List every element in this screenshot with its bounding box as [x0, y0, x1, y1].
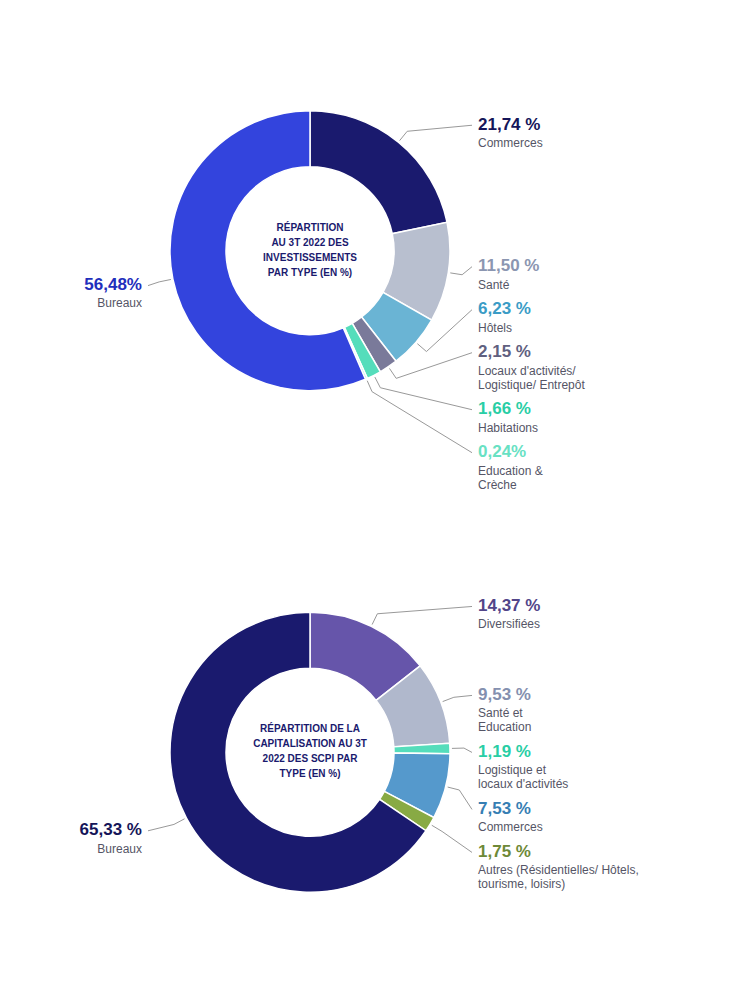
data-labels: 21,74 % Commerces 11,50 % Santé 6,23 % Hôtels…: [84, 114, 585, 491]
chart-title-line: AU 3T 2022 DES: [271, 237, 349, 248]
chart-title: RÉPARTITION AU 3T 2022 DES INVESTISSEMENTS…: [263, 221, 357, 278]
slice: [170, 612, 426, 892]
value-label: 1,19 %: [478, 742, 531, 761]
value-label: 6,23 %: [478, 299, 531, 318]
leader-line: [452, 748, 472, 752]
category-label-line: Habitations: [478, 421, 538, 435]
category-label-line: Education: [478, 720, 531, 734]
category-label-line: Bureaux: [97, 842, 142, 856]
leader-line: [400, 125, 472, 140]
slice: [394, 743, 450, 753]
category-label-line: Commerces: [478, 136, 543, 150]
slice: [376, 666, 450, 747]
value-label: 7,53 %: [478, 799, 531, 818]
category-label: Logistique etlocaux d'activités: [478, 763, 568, 791]
category-label: Hôtels: [478, 321, 512, 335]
value-label: 56,48%: [84, 275, 142, 294]
category-label: Commerces: [478, 136, 543, 150]
leader-line: [443, 695, 472, 701]
value-label: 14,37 %: [478, 596, 540, 615]
category-label-line: Autres (Résidentielles/ Hôtels,: [478, 863, 639, 877]
category-label-line: Santé et: [478, 706, 523, 720]
slice: [170, 111, 365, 391]
leader-line: [389, 353, 472, 379]
donut-chart: RÉPARTITION DE LA CAPITALISATION AU 3T 202…: [80, 596, 639, 893]
chart-title-line: CAPITALISATION AU 3T: [253, 738, 367, 749]
chart-title-line: 2022 DES SCPI PAR: [263, 753, 359, 764]
category-label-line: locaux d'activités: [478, 777, 568, 791]
category-label-line: tourisme, loisirs): [478, 877, 565, 891]
data-labels: 14,37 % Diversifiées 9,53 % Santé etEducati…: [80, 596, 639, 891]
category-label-line: Logistique et: [478, 763, 547, 777]
leader-line: [372, 606, 472, 624]
leader-line: [375, 377, 472, 410]
value-label: 65,33 %: [80, 820, 142, 839]
chart-title-line: TYPE (EN %): [279, 768, 340, 779]
category-label: Santé etEducation: [478, 706, 531, 734]
leader-line: [148, 819, 185, 831]
category-label: Bureaux: [97, 296, 142, 310]
leader-line: [448, 787, 472, 809]
category-label-line: Santé: [478, 278, 510, 292]
category-label: Habitations: [478, 421, 538, 435]
category-label: Commerces: [478, 820, 543, 834]
chart-title-line: PAR TYPE (EN %): [268, 267, 352, 278]
category-label-line: Locaux d'activités/: [478, 364, 576, 378]
leader-line: [148, 279, 171, 285]
slices: [170, 111, 450, 391]
chart-title: RÉPARTITION DE LA CAPITALISATION AU 3T 202…: [253, 722, 367, 779]
category-label-line: Crèche: [478, 478, 517, 492]
category-label: Education &Crèche: [478, 464, 543, 492]
value-label: 21,74 %: [478, 114, 540, 133]
leader-line: [432, 825, 472, 852]
value-label: 11,50 %: [478, 256, 539, 275]
value-label: 1,75 %: [478, 842, 531, 861]
category-label: Autres (Résidentielles/ Hôtels,tourisme,…: [478, 863, 639, 891]
category-label-line: Diversifiées: [478, 617, 540, 631]
value-label: 0,24%: [478, 442, 526, 461]
leader-line: [367, 381, 472, 453]
chart-title-line: INVESTISSEMENTS: [263, 252, 357, 263]
category-label: Locaux d'activités/Logistique/ Entrepôt: [478, 364, 585, 392]
category-label: Bureaux: [97, 842, 142, 856]
category-label: Diversifiées: [478, 617, 540, 631]
leader-line: [450, 267, 472, 275]
category-label-line: Education &: [478, 464, 543, 478]
value-label: 9,53 %: [478, 685, 531, 704]
value-label: 2,15 %: [478, 342, 531, 361]
value-label: 1,66 %: [478, 399, 531, 418]
slices: [170, 612, 450, 892]
chart-title-line: RÉPARTITION: [276, 221, 343, 233]
category-label-line: Hôtels: [478, 321, 512, 335]
chart-title-line: RÉPARTITION DE LA: [260, 722, 360, 734]
category-label-line: Bureaux: [97, 296, 142, 310]
category-label-line: Logistique/ Entrepôt: [478, 378, 585, 392]
leader-line: [417, 310, 472, 352]
chart-canvas: RÉPARTITION AU 3T 2022 DES INVESTISSEMENTS…: [0, 0, 734, 1003]
donut-chart: RÉPARTITION AU 3T 2022 DES INVESTISSEMENTS…: [84, 111, 585, 492]
category-label: Santé: [478, 278, 510, 292]
category-label-line: Commerces: [478, 820, 543, 834]
